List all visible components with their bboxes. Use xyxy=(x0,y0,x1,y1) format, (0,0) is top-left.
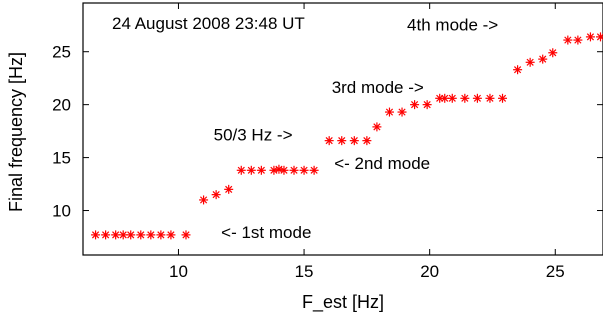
data-point xyxy=(349,136,359,146)
annotations: 4th mode -> 3rd mode -> 50/3 Hz -> <- 2nd m… xyxy=(214,16,499,243)
x-tick-label: 10 xyxy=(169,262,188,281)
axis-ticks: 10 15 20 25 10 15 20 25 xyxy=(52,3,603,281)
data-point xyxy=(397,107,407,117)
data-markers xyxy=(91,32,603,240)
data-point xyxy=(309,165,319,175)
data-point xyxy=(111,230,121,240)
data-point xyxy=(236,165,246,175)
y-axis-label: Final frequency [Hz] xyxy=(6,52,26,212)
data-point xyxy=(440,93,450,103)
data-point xyxy=(513,65,523,75)
x-tick-label: 25 xyxy=(546,262,565,281)
data-point xyxy=(118,230,128,240)
data-point xyxy=(166,230,176,240)
data-point xyxy=(199,195,209,205)
plot-border xyxy=(82,2,603,256)
data-point xyxy=(573,35,583,45)
data-point xyxy=(256,165,266,175)
data-point xyxy=(525,57,535,67)
data-point xyxy=(498,93,508,103)
data-point xyxy=(538,54,548,64)
data-point xyxy=(410,100,420,110)
data-point xyxy=(372,122,382,132)
data-point xyxy=(447,93,457,103)
y-tick-label: 10 xyxy=(52,202,71,221)
annotation-label: <- 2nd mode xyxy=(334,154,430,173)
timestamp-label: 24 August 2008 23:48 UT xyxy=(112,14,305,33)
data-point xyxy=(485,93,495,103)
y-tick-label: 20 xyxy=(52,96,71,115)
plot-frame xyxy=(82,2,603,256)
data-point xyxy=(181,230,191,240)
x-tick-label: 15 xyxy=(295,262,314,281)
data-point xyxy=(337,136,347,146)
data-point xyxy=(101,230,111,240)
data-point xyxy=(422,100,432,110)
annotation-label: 3rd mode -> xyxy=(332,78,424,97)
data-point xyxy=(156,230,166,240)
data-point xyxy=(384,107,394,117)
data-point xyxy=(146,230,156,240)
data-point xyxy=(563,35,573,45)
data-point xyxy=(289,165,299,175)
data-point xyxy=(472,93,482,103)
annotation-label: 4th mode -> xyxy=(407,16,498,35)
annotation-label: 50/3 Hz -> xyxy=(214,126,293,145)
y-tick-label: 15 xyxy=(52,149,71,168)
data-point xyxy=(211,190,221,200)
annotation-label: <- 1st mode xyxy=(221,223,311,242)
data-point xyxy=(136,230,146,240)
data-point xyxy=(324,136,334,146)
data-point xyxy=(246,165,256,175)
x-tick-label: 20 xyxy=(420,262,439,281)
data-point xyxy=(548,48,558,58)
x-axis-label: F_est [Hz] xyxy=(302,292,384,313)
data-point xyxy=(91,230,101,240)
data-point xyxy=(585,32,595,42)
data-point xyxy=(224,184,234,194)
data-point xyxy=(595,32,603,42)
data-point xyxy=(279,165,289,175)
data-point xyxy=(126,230,136,240)
data-point xyxy=(299,165,309,175)
y-tick-label: 25 xyxy=(52,43,71,62)
data-point xyxy=(460,93,470,103)
data-point xyxy=(362,136,372,146)
